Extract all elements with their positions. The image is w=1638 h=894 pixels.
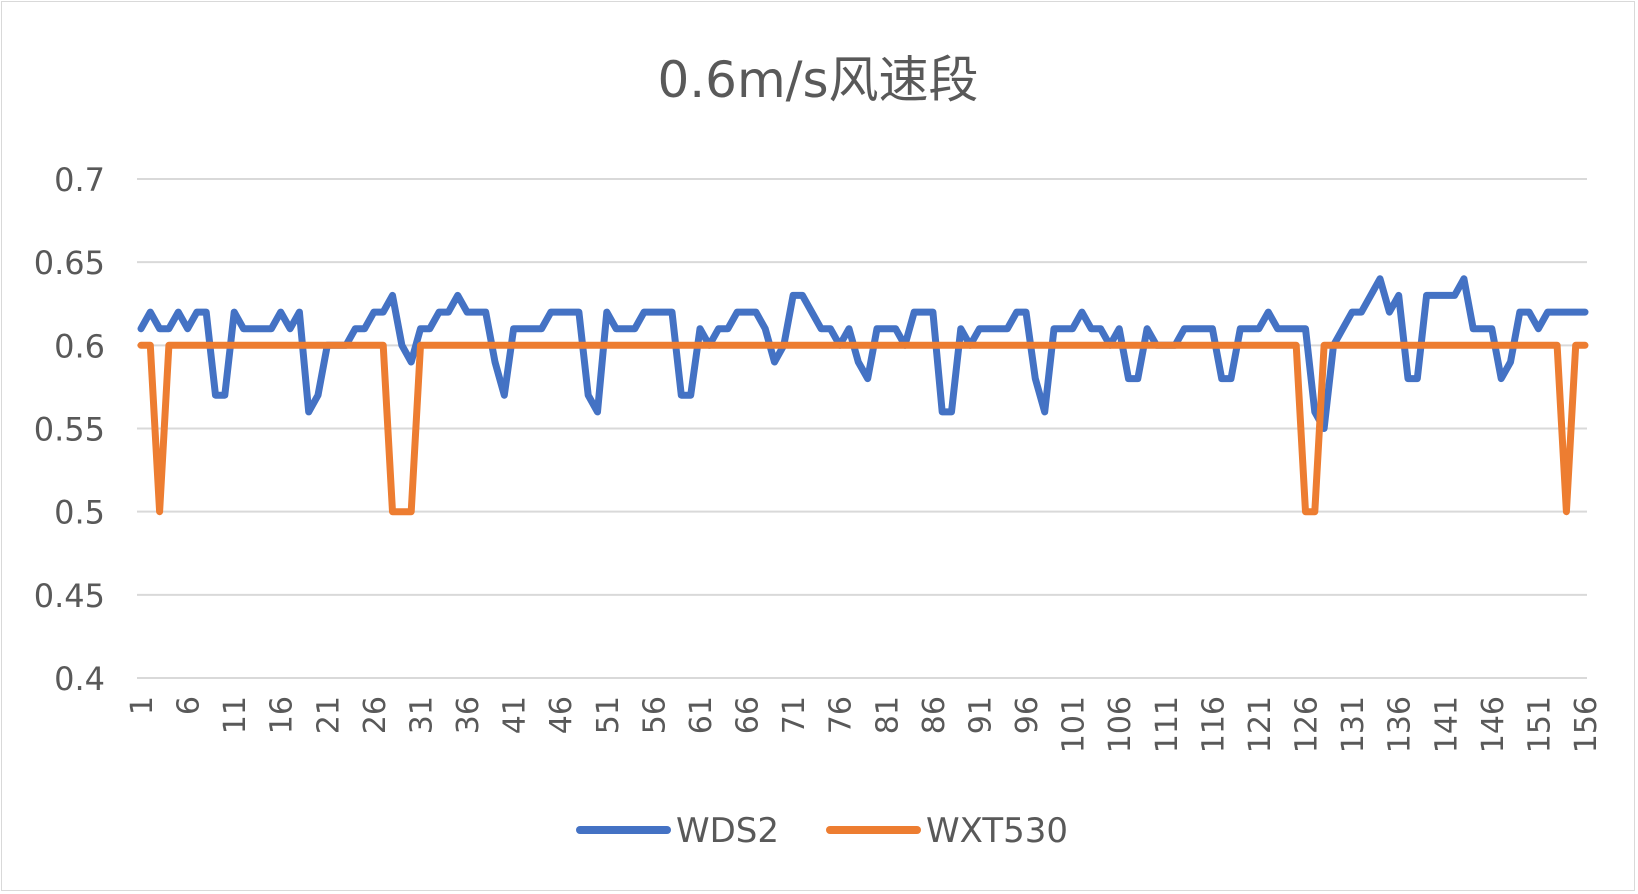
y-axis-ticks: 0.4 0.45 0.5 0.55 0.6 0.65 0.7	[34, 161, 105, 698]
x-tick-label: 106	[1103, 696, 1138, 753]
x-tick-label: 1	[125, 696, 160, 715]
x-tick-label: 101	[1057, 696, 1092, 753]
x-tick-label: 156	[1569, 696, 1604, 753]
x-tick-label: 71	[777, 696, 812, 734]
x-tick-label: 111	[1150, 696, 1185, 753]
gridlines	[137, 178, 1587, 679]
y-tick-label: 0.7	[54, 161, 105, 199]
x-tick-label: 66	[731, 696, 766, 734]
x-axis-ticks: 1 6 11 16 21 26 31 36 41 46 51 56 61 66 71 76 81 86 91 96 10…	[125, 696, 1604, 753]
x-tick-label: 141	[1429, 696, 1464, 753]
x-tick-label: 136	[1383, 696, 1418, 753]
x-tick-label: 56	[637, 696, 672, 734]
x-tick-label: 86	[917, 696, 952, 734]
x-tick-label: 21	[311, 696, 346, 734]
x-tick-label: 51	[591, 696, 626, 734]
chart-title: 0.6m/s风速段	[657, 51, 978, 109]
series-line-wxt530	[137, 341, 1589, 516]
legend-label-wds2: WDS2	[676, 811, 779, 851]
x-tick-label: 91	[963, 696, 998, 734]
legend-label-wxt530: WXT530	[926, 811, 1068, 851]
y-tick-label: 0.6	[54, 327, 105, 365]
x-tick-label: 131	[1336, 696, 1371, 753]
x-tick-label: 41	[498, 696, 533, 734]
y-tick-label: 0.55	[34, 411, 105, 449]
x-tick-label: 46	[544, 696, 579, 734]
x-tick-label: 16	[265, 696, 300, 734]
x-tick-label: 36	[451, 696, 486, 734]
x-tick-label: 126	[1290, 696, 1325, 753]
x-tick-label: 81	[870, 696, 905, 734]
y-tick-label: 0.4	[54, 660, 105, 698]
x-tick-label: 61	[684, 696, 719, 734]
x-tick-label: 116	[1196, 696, 1231, 753]
x-tick-label: 26	[358, 696, 393, 734]
x-tick-label: 146	[1476, 696, 1511, 753]
legend: WDS2 WXT530	[576, 811, 1068, 851]
series-lines	[137, 275, 1589, 516]
y-tick-label: 0.45	[34, 577, 105, 615]
x-tick-label: 76	[824, 696, 859, 734]
x-tick-label: 96	[1010, 696, 1045, 734]
x-tick-label: 11	[218, 696, 253, 734]
x-tick-label: 31	[404, 696, 439, 734]
x-tick-label: 151	[1522, 696, 1557, 753]
y-tick-label: 0.65	[34, 244, 105, 282]
y-tick-label: 0.5	[54, 494, 105, 532]
x-tick-label: 121	[1243, 696, 1278, 753]
x-tick-label: 6	[172, 696, 207, 715]
series-line-wds2	[137, 275, 1589, 432]
